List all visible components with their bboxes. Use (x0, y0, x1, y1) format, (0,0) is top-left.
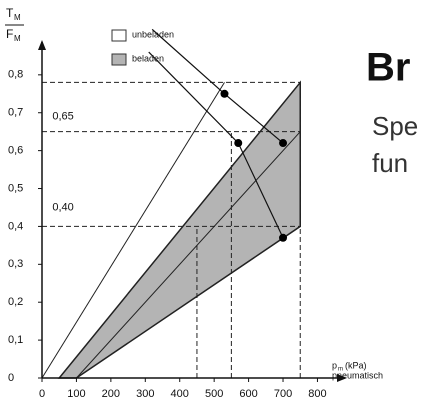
y-tick-label: 0,5 (8, 182, 23, 194)
y-tick-label: 0,6 (8, 145, 23, 157)
legend-swatch (111, 53, 127, 66)
slide-title: Br (366, 46, 410, 90)
point (279, 233, 288, 242)
y-tick-label: 0,4 (8, 220, 23, 232)
x-tick-label: 0 (39, 388, 45, 400)
y-label-num: T (6, 6, 14, 20)
x-tick-label: 400 (171, 388, 189, 400)
y-tick-label: 0,1 (8, 334, 23, 346)
annotation: 0,40 (52, 201, 73, 213)
x-label-line2: pneumatisch (332, 370, 383, 380)
point (234, 139, 243, 148)
y-tick-label: 0,7 (8, 107, 23, 119)
slide-text: fun (372, 148, 408, 178)
x-tick-label: 500 (205, 388, 223, 400)
y-tick-label: 0,3 (8, 258, 23, 270)
slide-text: Spe (372, 111, 418, 141)
annotation: 0,65 (52, 110, 73, 122)
x-tick-label: 300 (136, 388, 154, 400)
point (220, 89, 229, 98)
line (76, 131, 301, 379)
point (279, 139, 288, 148)
x-label-unit: (kPa) (345, 360, 367, 370)
x-tick-label: 600 (239, 388, 257, 400)
x-tick-label: 800 (308, 388, 326, 400)
y-tick-label: 0,8 (8, 69, 23, 81)
legend-label: unbeladen (132, 29, 174, 39)
y-tick-label: 0,2 (8, 296, 23, 308)
legend-label: beladen (132, 53, 164, 63)
y-label-num-sub: M (14, 13, 21, 22)
x-tick-label: 200 (102, 388, 120, 400)
x-label-sub: m (338, 367, 343, 373)
y-tick-label: 0 (8, 372, 14, 384)
y-label-den-sub: M (14, 34, 21, 43)
x-tick-label: 700 (274, 388, 292, 400)
y-label-den: F (6, 27, 13, 41)
x-arrow (337, 374, 347, 382)
line (41, 82, 225, 379)
x-label: p (332, 360, 337, 370)
legend-swatch (111, 29, 127, 42)
y-arrow (38, 40, 46, 50)
x-tick-label: 100 (67, 388, 85, 400)
